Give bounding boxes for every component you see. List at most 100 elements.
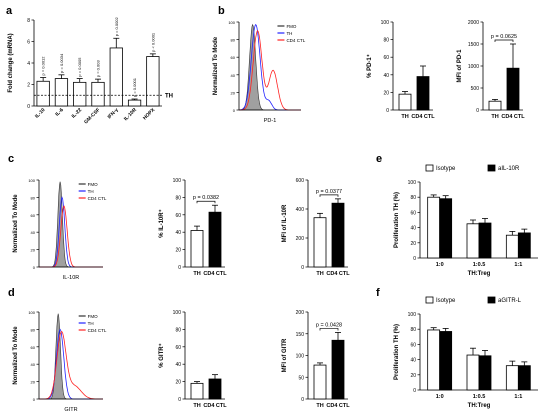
series-th bbox=[39, 196, 103, 268]
bar bbox=[36, 80, 50, 107]
y-tick-label: 20 bbox=[31, 380, 36, 385]
bar bbox=[478, 355, 492, 391]
bar bbox=[505, 234, 519, 259]
legend-entry: aIL-10R bbox=[498, 166, 520, 172]
y-axis-label: MFI of PD-1 bbox=[457, 49, 463, 83]
x-tick-label: 1:0.5 bbox=[473, 394, 486, 400]
x-tick-label: 1:0 bbox=[436, 262, 444, 268]
y-tick-label: 0 bbox=[233, 108, 236, 113]
legend-entry: FMO bbox=[88, 314, 98, 319]
y-tick-label: 40 bbox=[410, 358, 416, 364]
bar bbox=[91, 81, 105, 107]
series-th bbox=[39, 328, 103, 400]
y-tick-label: 400 bbox=[296, 207, 305, 213]
y-tick-label: 1500 bbox=[468, 42, 479, 48]
y-tick-label: 100 bbox=[173, 178, 182, 184]
y-axis-label: MFI of IL-10R bbox=[282, 204, 288, 242]
panel-letter-b: b bbox=[218, 5, 225, 17]
legend-entry: Isotype bbox=[436, 166, 456, 172]
x-tick-label: HOPX bbox=[142, 107, 157, 122]
significance-bracket bbox=[319, 328, 339, 331]
y-tick-label: 80 bbox=[31, 327, 36, 332]
x-tick-label: CD4 CTL bbox=[203, 403, 227, 409]
bar bbox=[517, 232, 531, 259]
bar bbox=[416, 76, 430, 111]
bar bbox=[427, 196, 441, 259]
y-tick-label: 80 bbox=[175, 195, 181, 201]
bar bbox=[208, 378, 222, 400]
y-tick-label: 100 bbox=[173, 310, 182, 316]
p-value-label: p = 0.0001 bbox=[132, 77, 137, 97]
x-tick-label: CD4 CTL bbox=[411, 114, 435, 120]
series-fmo bbox=[39, 181, 103, 268]
y-tick-label: 20 bbox=[231, 90, 236, 95]
series-cd4-ctl bbox=[39, 205, 103, 268]
x-tick-label: GM-CSF bbox=[83, 107, 101, 125]
y-axis-label: Normalized To Mode bbox=[213, 36, 219, 95]
y-tick-label: 80 bbox=[31, 195, 36, 200]
x-axis-label: PD-1 bbox=[264, 118, 277, 124]
y-tick-label: 0 bbox=[33, 397, 36, 402]
bar bbox=[466, 223, 480, 259]
bar bbox=[109, 47, 123, 107]
axes-c3: 0 200 400 600 MFI of IL-10R bbox=[282, 178, 348, 271]
bar bbox=[478, 222, 492, 259]
y-tick-label: 60 bbox=[31, 345, 36, 350]
panel-letter-d: d bbox=[8, 287, 15, 299]
y-tick-label: 2 bbox=[27, 83, 30, 89]
axes-b: 0 20 40 60 80 100 Normalized To Mode bbox=[213, 20, 301, 113]
x-axis-label: IL-10R bbox=[63, 275, 80, 281]
y-tick-label: 0 bbox=[413, 256, 416, 262]
bar bbox=[488, 100, 502, 111]
y-tick-label: 500 bbox=[471, 86, 480, 92]
histogram-b: FMO TH CD4 CTL PD-1 bbox=[239, 23, 306, 124]
bar bbox=[208, 211, 222, 268]
panel-letter-f: f bbox=[376, 287, 380, 299]
x-tick-label: CD4 CTL bbox=[203, 271, 227, 277]
bar bbox=[54, 78, 69, 107]
y-tick-label: 20 bbox=[383, 90, 389, 96]
legend-entry: aGITR-L bbox=[498, 298, 522, 304]
x-tick-label: TH bbox=[401, 114, 408, 120]
y-tick-label: 200 bbox=[296, 310, 305, 316]
x-tick-label: CD4 CTL bbox=[326, 271, 350, 277]
y-tick-label: 100 bbox=[408, 312, 417, 318]
legend-entry: TH bbox=[286, 31, 292, 36]
y-tick-label: 100 bbox=[28, 310, 35, 315]
y-axis-label: % GITR⁺ bbox=[158, 343, 165, 368]
y-tick-label: 40 bbox=[31, 230, 36, 235]
x-tick-label: TH bbox=[491, 114, 498, 120]
x-tick-label: TH bbox=[193, 271, 200, 277]
panel-letter-a: a bbox=[6, 5, 13, 17]
y-tick-label: 0 bbox=[33, 265, 36, 270]
y-tick-label: 60 bbox=[175, 213, 181, 219]
x-tick-label: IL-6 bbox=[54, 107, 65, 118]
x-tick-label: TH bbox=[316, 271, 323, 277]
bar bbox=[439, 331, 453, 391]
legend-swatch bbox=[425, 296, 434, 304]
y-tick-label: 80 bbox=[383, 38, 389, 44]
y-tick-label: 40 bbox=[175, 362, 181, 368]
p-value-label: p = 0.0034 bbox=[59, 53, 64, 73]
bar bbox=[466, 354, 480, 391]
y-tick-label: 20 bbox=[175, 248, 181, 254]
y-tick-label: 0 bbox=[301, 397, 304, 403]
x-tick-label: IL-22 bbox=[71, 107, 84, 120]
x-axis-label: GITR bbox=[64, 407, 77, 413]
y-tick-label: 60 bbox=[231, 55, 236, 60]
axes-d2: 0 20 40 60 80 100 % GITR⁺ bbox=[158, 310, 225, 403]
series-fmo bbox=[39, 313, 103, 400]
y-tick-label: 8 bbox=[27, 18, 30, 24]
x-axis-label: TH:Treg bbox=[468, 403, 491, 409]
bar bbox=[506, 67, 520, 111]
y-tick-label: 20 bbox=[31, 248, 36, 253]
bar bbox=[331, 202, 345, 268]
p-value-label: p < 0.0001 bbox=[150, 32, 155, 52]
y-axis-label: % IL-10R⁺ bbox=[158, 209, 165, 238]
bar bbox=[146, 56, 160, 107]
bar bbox=[398, 93, 412, 111]
y-axis-label: Proliferation TH (%) bbox=[394, 324, 400, 380]
y-axis-label: Fold change (mRNA) bbox=[8, 33, 14, 92]
y-tick-label: 40 bbox=[231, 73, 236, 78]
panel-letter-e: e bbox=[376, 153, 382, 165]
